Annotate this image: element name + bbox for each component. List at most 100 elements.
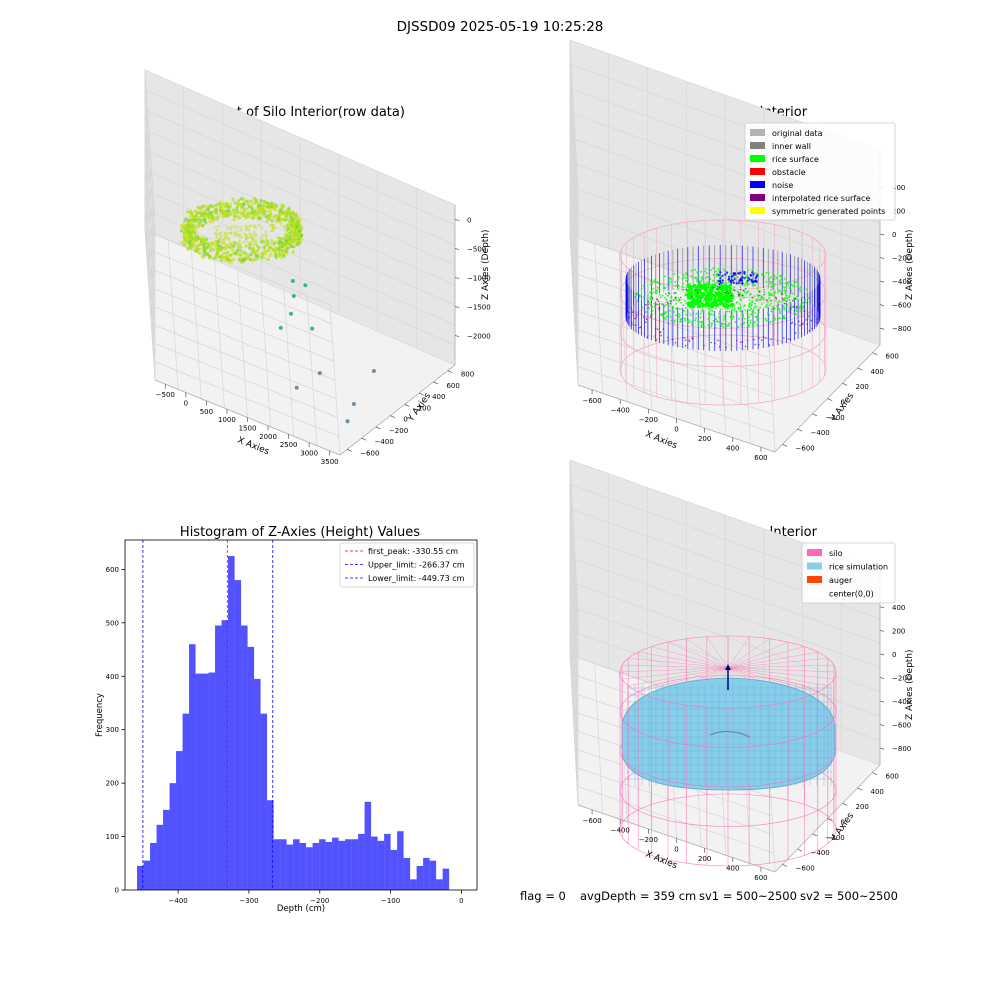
- p2-rice-point: [685, 273, 688, 276]
- p2-rice-point: [725, 287, 729, 291]
- p4-y-tick-label: −600: [796, 864, 815, 872]
- p2-rice-point: [783, 286, 786, 289]
- p1-cloud-point: [264, 209, 268, 213]
- p1-cloud-point: [240, 228, 243, 232]
- p3-legend-entry: Lower_limit: -449.73 cm: [368, 574, 465, 583]
- p1-cloud-point: [295, 213, 299, 217]
- p2-rice-point: [741, 312, 744, 315]
- p2-rice-point: [706, 281, 709, 284]
- p2-rice-point: [683, 317, 686, 320]
- p1-cloud-point: [289, 234, 293, 238]
- p1-cloud-point: [257, 211, 261, 215]
- p2-interpolated-point: [763, 293, 766, 296]
- p2-interpolated-point: [760, 339, 763, 342]
- p2-rice-point: [761, 273, 764, 276]
- p1-cloud-point: [186, 229, 190, 233]
- p4-z-tick-label: 200: [892, 627, 905, 635]
- p4-silo-ring-front: [619, 750, 837, 788]
- p1-cloud-point: [287, 231, 291, 235]
- p1-cloud-point: [215, 228, 219, 232]
- p3-bar: [182, 713, 190, 890]
- p1-cloud-point: [272, 228, 275, 232]
- p2-gridline: [569, 39, 881, 191]
- p2-rice-point: [742, 322, 745, 325]
- p4-z-tick: [879, 606, 885, 609]
- p2-rice-point: [787, 284, 790, 287]
- p2-rice-point: [665, 298, 668, 301]
- p4-gridline: [569, 459, 881, 611]
- p2-rice-point: [784, 299, 787, 302]
- p1-x-tick-label: 3000: [300, 450, 318, 458]
- p2-interpolated-point: [739, 341, 742, 343]
- p2-rice-point: [768, 280, 771, 283]
- p3-bar: [156, 824, 164, 890]
- p2-rice-point: [778, 280, 781, 283]
- p2-rice-point: [737, 290, 740, 293]
- p2-rice-point: [697, 320, 700, 323]
- p2-rice-point: [739, 298, 741, 300]
- p2-rice-point: [653, 302, 656, 305]
- p2-rice-point: [701, 304, 705, 308]
- p3-y-tick-label: 600: [106, 566, 119, 574]
- p3-y-tick-label: 300: [106, 726, 119, 734]
- p2-rice-point: [793, 285, 796, 288]
- p3-bar: [163, 809, 170, 890]
- p2-interpolated-point: [742, 294, 744, 297]
- p2-noise-point: [727, 277, 731, 280]
- p2-legend-entry: inner wall: [772, 142, 811, 151]
- p2-rice-point: [728, 288, 732, 291]
- p2-interpolated-point: [730, 294, 733, 297]
- p2-y-tick-label: −600: [796, 444, 815, 452]
- p2-rice-point: [724, 293, 728, 297]
- p2-rice-point: [634, 296, 637, 299]
- p2-rice-point: [770, 294, 773, 297]
- p2-x-ticks: −600 −400 −200 0 200 400 600: [582, 389, 768, 462]
- p2-rice-point: [658, 293, 661, 296]
- p1-cloud-point: [248, 215, 252, 219]
- p2-interpolated-point: [662, 328, 665, 330]
- p2-interpolated-point: [789, 338, 792, 341]
- p1-cloud-point: [189, 221, 193, 225]
- p2-rice-point: [679, 318, 682, 321]
- p4-silo-roof-strut: [706, 636, 729, 669]
- p4-silo-ring-front: [619, 711, 837, 748]
- p2-rice-point: [658, 288, 661, 291]
- p1-x-tick-label: 3500: [321, 458, 339, 466]
- p1-cloud-point: [275, 256, 279, 260]
- p1-cloud-point: [239, 225, 243, 229]
- p1-cloud-point: [255, 200, 259, 204]
- p2-rice-point: [663, 287, 666, 290]
- p1-cloud-point: [236, 233, 240, 237]
- p2-rice-point: [757, 318, 760, 321]
- p2-rice-point: [760, 298, 763, 301]
- p2-rice-point: [751, 324, 754, 327]
- p1-cloud-point: [218, 205, 222, 209]
- p2-interpolated-point: [758, 294, 761, 297]
- p1-cloud-point: [237, 241, 241, 245]
- p2-rice-point: [690, 307, 693, 310]
- p2-legend-entry: symmetric generated points: [772, 207, 885, 216]
- p3-x-tick-label: −100: [381, 897, 400, 905]
- p2-rice-point: [715, 275, 718, 278]
- p2-rice-point: [643, 292, 646, 295]
- p1-floor-pane: [145, 230, 455, 455]
- p2-rice-point: [714, 270, 717, 273]
- p2-rice-point: [641, 306, 644, 309]
- p3-y-tick-label: 500: [106, 619, 119, 627]
- p3-bar: [429, 860, 437, 890]
- p2-legend-swatch: [750, 207, 765, 214]
- p2-interpolated-point: [628, 316, 630, 319]
- p2-rice-point: [703, 297, 707, 301]
- p1-cloud-point: [226, 226, 230, 230]
- p1-cloud-point: [235, 231, 239, 235]
- p2-interpolated-point: [667, 295, 669, 297]
- p1-cloud-point: [281, 211, 285, 215]
- p1-outlier-point: [278, 325, 283, 330]
- p1-cloud-point: [289, 237, 293, 241]
- p3-bar: [351, 839, 359, 890]
- p2-rice-point: [765, 306, 768, 309]
- p2-rice-point: [754, 320, 757, 323]
- p1-cloud-point: [263, 202, 267, 206]
- p2-rice-point: [783, 277, 786, 280]
- p2-rice-point: [778, 317, 781, 320]
